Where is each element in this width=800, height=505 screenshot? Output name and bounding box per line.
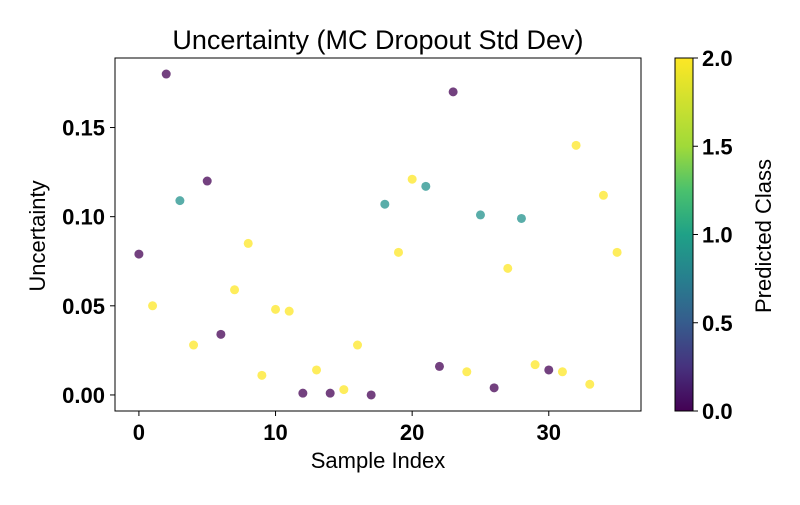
scatter-point [516, 213, 526, 223]
plot-frame [114, 57, 642, 412]
scatter-point [557, 367, 567, 377]
y-tick-label: 0.05 [62, 294, 105, 319]
scatter-point [353, 340, 363, 350]
colorbar-tick-label: 0.0 [702, 399, 733, 424]
x-tick-label: 20 [400, 420, 424, 445]
scatter-point [503, 263, 513, 273]
scatter-point [585, 379, 595, 389]
scatter-point [598, 190, 608, 200]
scatter-points [134, 69, 622, 400]
scatter-point [161, 69, 171, 79]
scatter-point [134, 249, 144, 259]
scatter-point [380, 199, 390, 209]
y-axis: 0.00 0.05 0.10 0.15 [62, 116, 115, 408]
colorbar-tick-label: 1.5 [702, 134, 733, 159]
x-tick-label: 0 [133, 420, 145, 445]
scatter-point [284, 306, 294, 316]
scatter-point [489, 383, 499, 393]
colorbar-tick-label: 0.5 [702, 311, 733, 336]
scatter-point [544, 365, 554, 375]
y-tick-label: 0.15 [62, 116, 105, 141]
colorbar-label: Predicted Class [751, 159, 776, 313]
scatter-point [421, 181, 431, 191]
x-axis-label: Sample Index [311, 448, 446, 473]
x-tick-label: 10 [263, 420, 287, 445]
scatter-point [407, 174, 417, 184]
scatter-point [202, 176, 212, 186]
scatter-point [366, 390, 376, 400]
scatter-point [448, 87, 458, 97]
scatter-point [325, 388, 335, 398]
scatter-point [339, 385, 349, 395]
scatter-point [216, 329, 226, 339]
scatter-point [298, 388, 308, 398]
y-tick-label: 0.00 [62, 383, 105, 408]
x-axis: 0 10 20 30 [133, 411, 561, 445]
scatter-point [475, 210, 485, 220]
colorbar-axis: 0.0 0.5 1.0 1.5 2.0 [693, 46, 733, 424]
colorbar [674, 57, 694, 412]
colorbar-tick-label: 1.0 [702, 223, 733, 248]
scatter-point [312, 365, 322, 375]
scatter-point [243, 238, 253, 248]
chart-title: Uncertainty (MC Dropout Std Dev) [172, 25, 583, 55]
scatter-point [148, 301, 158, 311]
y-axis-label: Uncertainty [25, 180, 50, 291]
scatter-point [462, 367, 472, 377]
scatter-point [271, 304, 281, 314]
scatter-point [230, 285, 240, 295]
scatter-point [393, 247, 403, 257]
scatter-point [571, 140, 581, 150]
scatter-point [530, 360, 540, 370]
x-tick-label: 30 [537, 420, 561, 445]
scatter-point [434, 361, 444, 371]
scatter-point [189, 340, 199, 350]
scatter-point [175, 196, 185, 206]
scatter-point [612, 247, 622, 257]
scatter-point [257, 370, 267, 380]
y-tick-label: 0.10 [62, 205, 105, 230]
colorbar-tick-label: 2.0 [702, 46, 733, 71]
